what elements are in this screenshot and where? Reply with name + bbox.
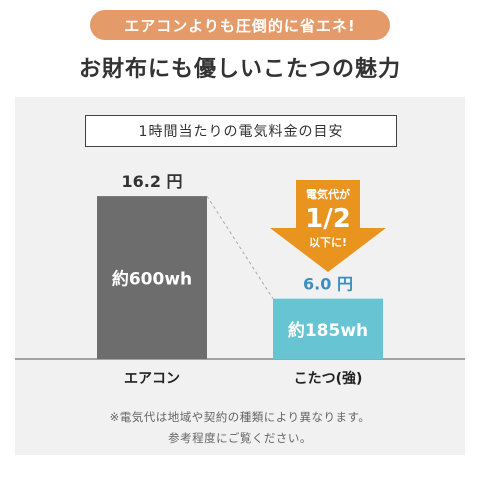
- promo-banner: エアコンよりも圧倒的に省エネ!: [90, 10, 390, 40]
- arrow-annotation-line-1: 電気代が: [306, 187, 350, 201]
- value-label-1: 16.2 円: [121, 172, 182, 191]
- chart-panel: 1時間当たりの電気料金の目安 約600wh 16.2 円エアコン 約185wh 6.0…: [15, 97, 465, 455]
- bar-2: [273, 298, 383, 359]
- arrow-annotation-line-3: 以下に!: [309, 236, 347, 249]
- down-arrow-icon: [270, 180, 386, 272]
- comparison-connector: [206, 195, 274, 299]
- page-headline: お財布にも優しいこたつの魅力: [78, 57, 401, 82]
- arrow-annotation-line-2: 1/2: [305, 204, 351, 234]
- bar-inner-label-1: 約600wh: [112, 269, 192, 290]
- chart-title: 1時間当たりの電気料金の目安: [85, 115, 397, 147]
- category-label-2: こたつ(強): [294, 370, 363, 387]
- category-label-1: エアコン: [124, 371, 180, 387]
- bar-inner-label-2: 約185wh: [288, 320, 368, 341]
- value-label-2: 6.0 円: [303, 275, 353, 294]
- disclaimer-note: ※電気代は地域や契約の種類により異なります。: [109, 410, 371, 424]
- disclaimer-note-2: 参考程度にご覧ください。: [168, 431, 312, 445]
- bar-1: [97, 196, 207, 359]
